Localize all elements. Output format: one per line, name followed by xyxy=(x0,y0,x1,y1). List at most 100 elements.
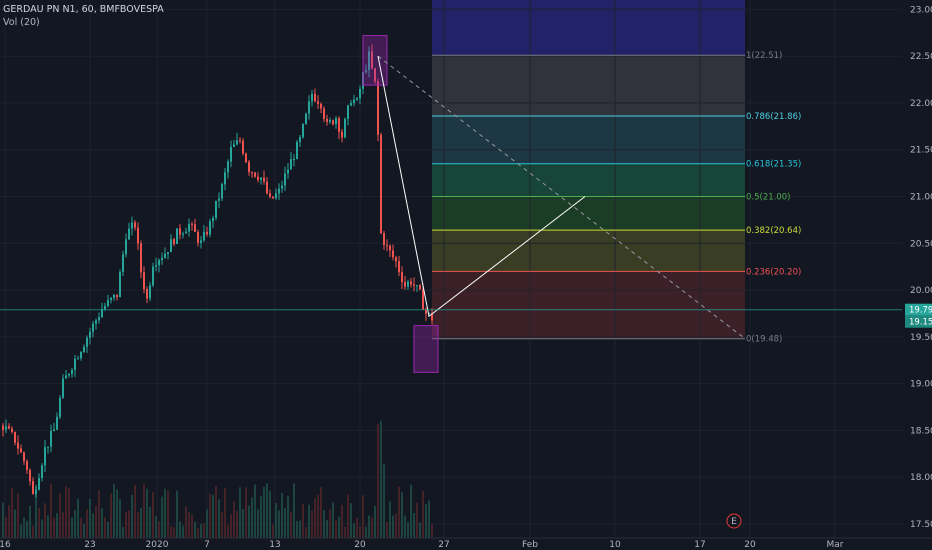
fib-zone xyxy=(432,163,745,197)
candle-body xyxy=(107,300,109,306)
candle-body xyxy=(185,231,187,234)
candle-body xyxy=(389,245,391,251)
candle-body xyxy=(260,177,262,180)
volume-bar xyxy=(353,523,355,538)
candle-body xyxy=(38,478,40,490)
candle-body xyxy=(398,261,400,273)
volume-bar xyxy=(17,492,19,538)
volume-bar xyxy=(323,510,325,538)
earnings-event-icon[interactable] xyxy=(726,513,742,529)
candle-body xyxy=(140,243,142,273)
volume-bar xyxy=(74,509,76,538)
secondary-price-badge xyxy=(905,315,932,328)
price-axis-label: 22.50 xyxy=(910,52,932,62)
candle-body xyxy=(20,448,22,453)
candle-body xyxy=(2,425,4,430)
volume-bar xyxy=(161,496,163,538)
volume-bar xyxy=(422,490,424,538)
candle-body xyxy=(212,218,214,222)
volume-bar xyxy=(167,490,169,538)
price-axis-label: 20.50 xyxy=(910,239,932,249)
volume-bar xyxy=(386,521,388,538)
fib-level-label: 0.382(20.64) xyxy=(746,226,801,236)
volume-bar xyxy=(407,522,409,538)
volume-bar xyxy=(98,490,100,538)
volume-bar xyxy=(47,515,49,538)
candle-body xyxy=(356,98,358,100)
volume-bar xyxy=(194,521,196,538)
symbol-title: GERDAU PN N1, 60, BMFBOVESPA xyxy=(3,4,164,15)
candle-body xyxy=(203,231,205,241)
candle-body xyxy=(65,375,67,379)
candle-body xyxy=(242,140,244,154)
candle-body xyxy=(173,239,175,245)
candle-body xyxy=(311,93,313,102)
candle-body xyxy=(407,281,409,287)
volume-bar xyxy=(95,505,97,538)
candle-body xyxy=(191,223,193,225)
candle-body xyxy=(290,159,292,170)
candle-body xyxy=(23,452,25,462)
candle-body xyxy=(230,146,232,162)
candle-body xyxy=(371,51,373,69)
volume-bar xyxy=(158,521,160,538)
candle-body xyxy=(365,70,367,72)
volume-bar xyxy=(197,527,199,538)
volume-bar xyxy=(206,509,208,538)
volume-bar xyxy=(71,517,73,538)
candle-body xyxy=(206,231,208,235)
candle-body xyxy=(308,101,310,114)
candle-body xyxy=(302,123,304,138)
volume-bar xyxy=(68,488,70,538)
candle-body xyxy=(95,320,97,324)
candle-body xyxy=(47,446,49,448)
volume-bar xyxy=(380,420,382,538)
time-axis-label: 20 xyxy=(744,540,756,550)
volume-bar xyxy=(287,495,289,538)
dashed-projection-line[interactable] xyxy=(377,55,746,340)
volume-bar xyxy=(344,526,346,538)
candle-body xyxy=(428,312,430,314)
volume-bar xyxy=(278,510,280,538)
candle-body xyxy=(224,172,226,185)
candle-body xyxy=(179,228,181,235)
candle-body xyxy=(395,257,397,262)
volume-bar xyxy=(23,517,25,538)
volume-bar xyxy=(425,504,427,538)
candle-body xyxy=(71,369,73,375)
volume-bar xyxy=(56,513,58,538)
fib-level-label: 0.236(20.20) xyxy=(746,267,801,277)
volume-bar xyxy=(236,511,238,538)
volume-bar xyxy=(251,497,253,538)
candle-body xyxy=(170,239,172,253)
candle-body xyxy=(11,428,13,432)
candle-body xyxy=(86,337,88,347)
volume-bar xyxy=(104,517,106,538)
candle-body xyxy=(167,252,169,254)
candle-body xyxy=(404,282,406,287)
volume-bar xyxy=(89,498,91,538)
volume-bar xyxy=(113,484,115,538)
volume-bar xyxy=(50,483,52,538)
volume-bar xyxy=(173,527,175,538)
candle-body xyxy=(29,469,31,482)
volume-bar xyxy=(35,484,37,538)
trend-path[interactable] xyxy=(377,56,586,318)
volume-bar xyxy=(290,511,292,538)
candle-body xyxy=(44,447,46,466)
candle-body xyxy=(32,481,34,495)
volume-bar xyxy=(2,502,4,538)
volume-bar xyxy=(209,493,211,538)
volume-bar xyxy=(413,512,415,538)
fib-zone xyxy=(432,230,745,272)
volume-bar xyxy=(275,503,277,538)
volume-bar xyxy=(215,486,217,538)
volume-bar xyxy=(152,492,154,538)
volume-bar xyxy=(239,487,241,538)
price-axis-label: 18.50 xyxy=(910,426,932,436)
highlight-box[interactable] xyxy=(362,35,388,86)
fib-level-label: 0.5(21.00) xyxy=(746,192,790,202)
candle-body xyxy=(134,222,136,228)
highlight-box[interactable] xyxy=(413,325,439,373)
